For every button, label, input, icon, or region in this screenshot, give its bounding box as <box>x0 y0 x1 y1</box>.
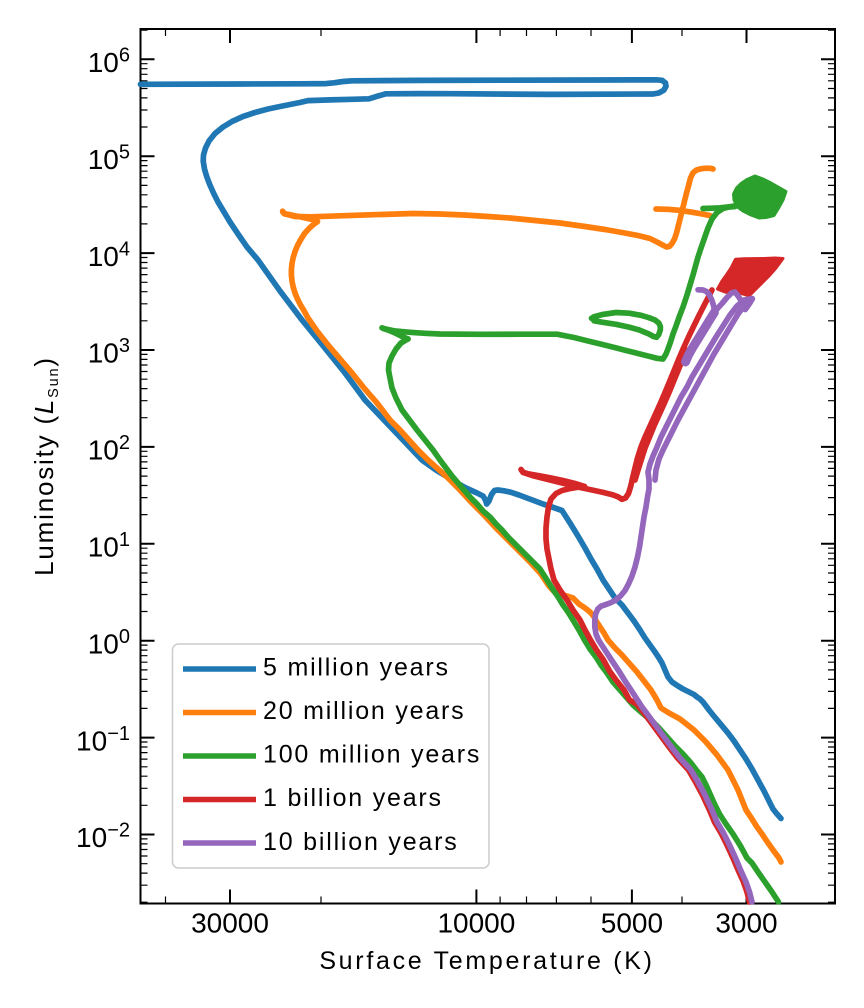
svg-text:100: 100 <box>88 626 130 660</box>
svg-text:105: 105 <box>88 141 130 175</box>
svg-text:101: 101 <box>88 529 130 563</box>
svg-text:10−1: 10−1 <box>76 723 130 757</box>
svg-text:30000: 30000 <box>191 908 269 939</box>
svg-text:Luminosity (LSun): Luminosity (LSun) <box>29 356 62 576</box>
svg-text:10−2: 10−2 <box>76 820 130 854</box>
svg-text:20 million years: 20 million years <box>263 697 465 725</box>
svg-text:5000: 5000 <box>601 908 663 939</box>
svg-text:106: 106 <box>88 45 130 79</box>
svg-text:102: 102 <box>88 432 130 466</box>
svg-text:10000: 10000 <box>437 908 515 939</box>
svg-text:100 million years: 100 million years <box>263 741 481 769</box>
svg-text:103: 103 <box>88 335 130 369</box>
svg-text:3000: 3000 <box>715 908 777 939</box>
svg-text:104: 104 <box>88 238 130 272</box>
svg-text:10 billion years: 10 billion years <box>263 828 459 856</box>
svg-text:5 million years: 5 million years <box>263 653 450 681</box>
svg-text:1 billion years: 1 billion years <box>263 784 443 812</box>
svg-text:Surface Temperature (K): Surface Temperature (K) <box>319 947 654 975</box>
